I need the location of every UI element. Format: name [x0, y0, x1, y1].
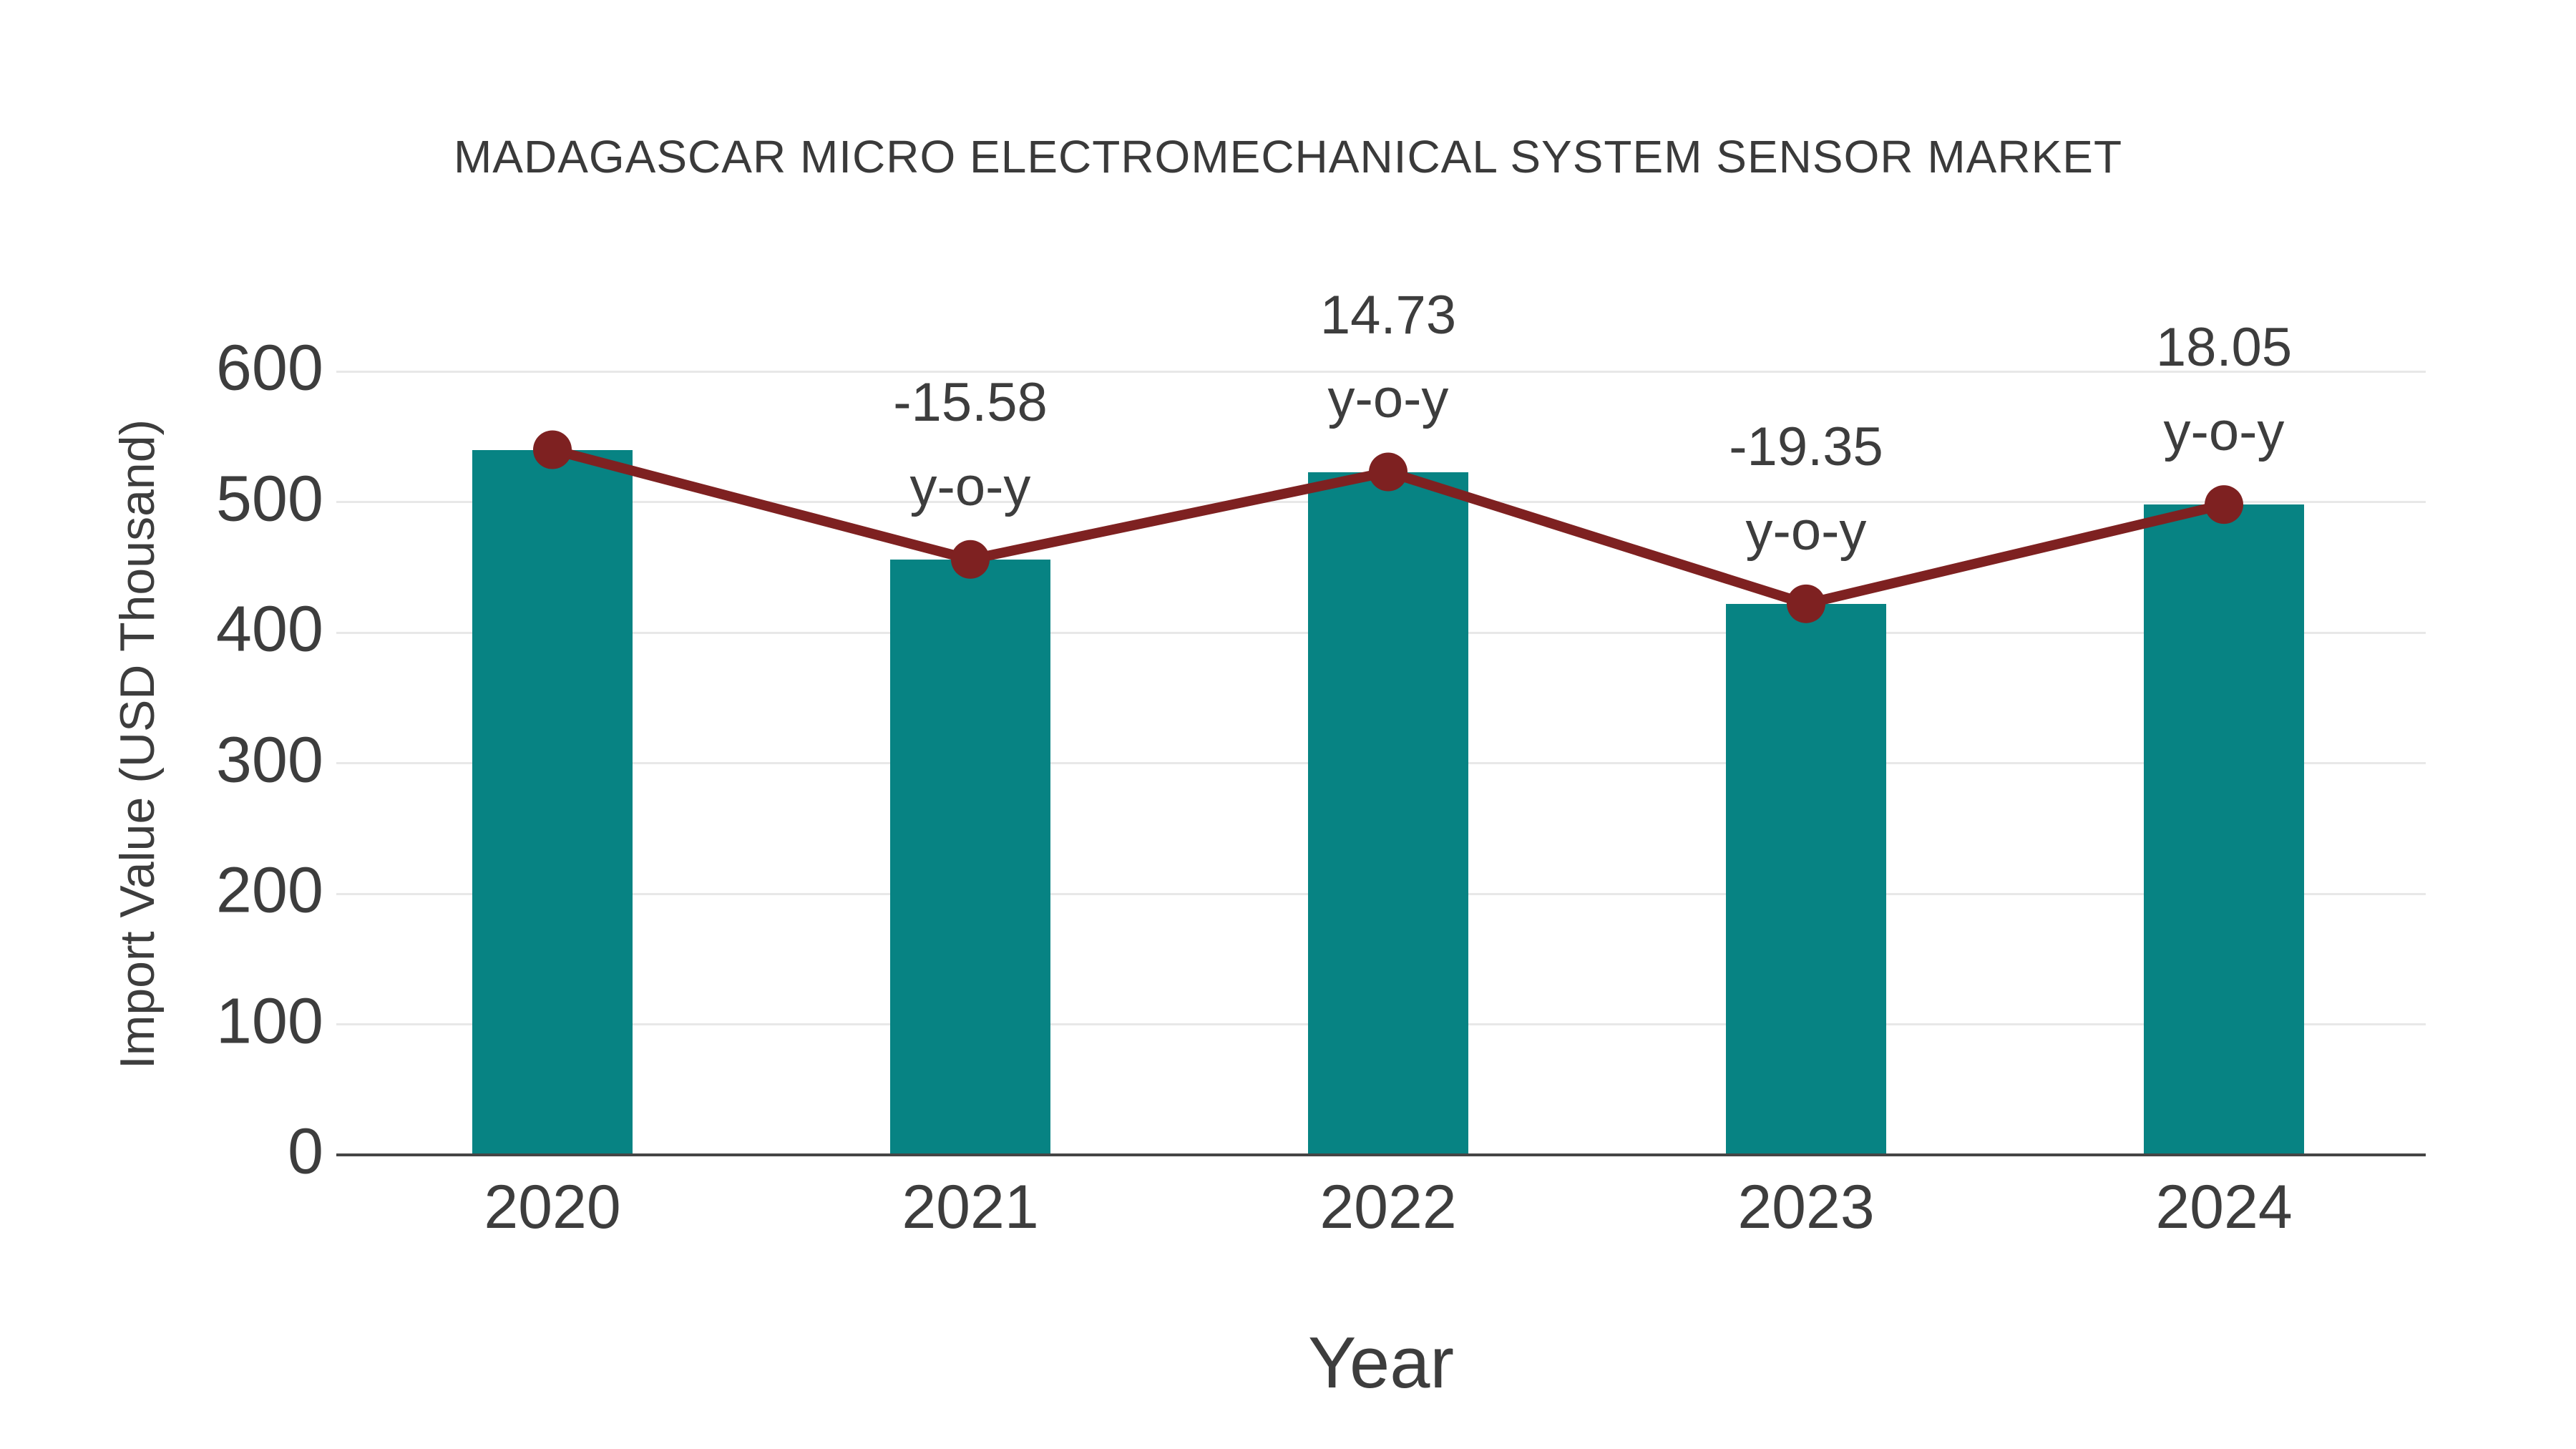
x-tick-label-2020: 2020	[484, 1173, 621, 1241]
gridline-600	[336, 370, 2426, 373]
x-tick-label-2024: 2024	[2155, 1173, 2293, 1241]
yoy-value: -19.35	[1729, 416, 1883, 477]
data-point-marker-2021	[951, 540, 990, 579]
x-tick-label-2023: 2023	[1737, 1173, 1875, 1241]
y-tick-label-500: 500	[215, 462, 323, 535]
bar-2022	[1308, 472, 1468, 1155]
data-point-marker-2020	[533, 430, 572, 469]
yoy-suffix: y-o-y	[909, 456, 1031, 517]
y-tick-label-200: 200	[215, 854, 323, 927]
x-axis-line	[336, 1153, 2426, 1156]
data-point-marker-2022	[1369, 452, 1407, 492]
chart-title: MADAGASCAR MICRO ELECTROMECHANICAL SYSTE…	[453, 131, 2123, 182]
y-tick-label-0: 0	[287, 1116, 323, 1188]
x-axis-label: Year	[1307, 1323, 1455, 1403]
bar-2023	[1726, 603, 1886, 1155]
yoy-suffix: y-o-y	[2163, 401, 2285, 462]
x-tick-label-2022: 2022	[1319, 1173, 1457, 1241]
yoy-value: -15.58	[893, 371, 1048, 433]
yoy-suffix: y-o-y	[1327, 369, 1449, 430]
data-point-marker-2024	[2205, 485, 2243, 525]
y-tick-label-300: 300	[215, 723, 323, 796]
x-tick-label-2021: 2021	[902, 1173, 1039, 1241]
yoy-value: 18.05	[2155, 317, 2293, 379]
yoy-annotation-2024: 18.05 y-o-y	[2156, 306, 2292, 474]
y-tick-label-600: 600	[215, 332, 323, 404]
yoy-annotation-2022: 14.73 y-o-y	[1320, 273, 1456, 442]
y-tick-label-400: 400	[215, 593, 323, 665]
yoy-suffix: y-o-y	[1745, 500, 1867, 562]
bar-2024	[2144, 504, 2304, 1155]
yoy-value: 14.73	[1319, 284, 1457, 346]
bar-2020	[472, 449, 633, 1155]
y-tick-label-100: 100	[215, 985, 323, 1057]
data-point-marker-2023	[1787, 584, 1825, 623]
yoy-annotation-2021: -15.58 y-o-y	[893, 361, 1048, 530]
bar-2021	[890, 559, 1050, 1155]
yoy-annotation-2023: -19.35 y-o-y	[1729, 405, 1883, 574]
